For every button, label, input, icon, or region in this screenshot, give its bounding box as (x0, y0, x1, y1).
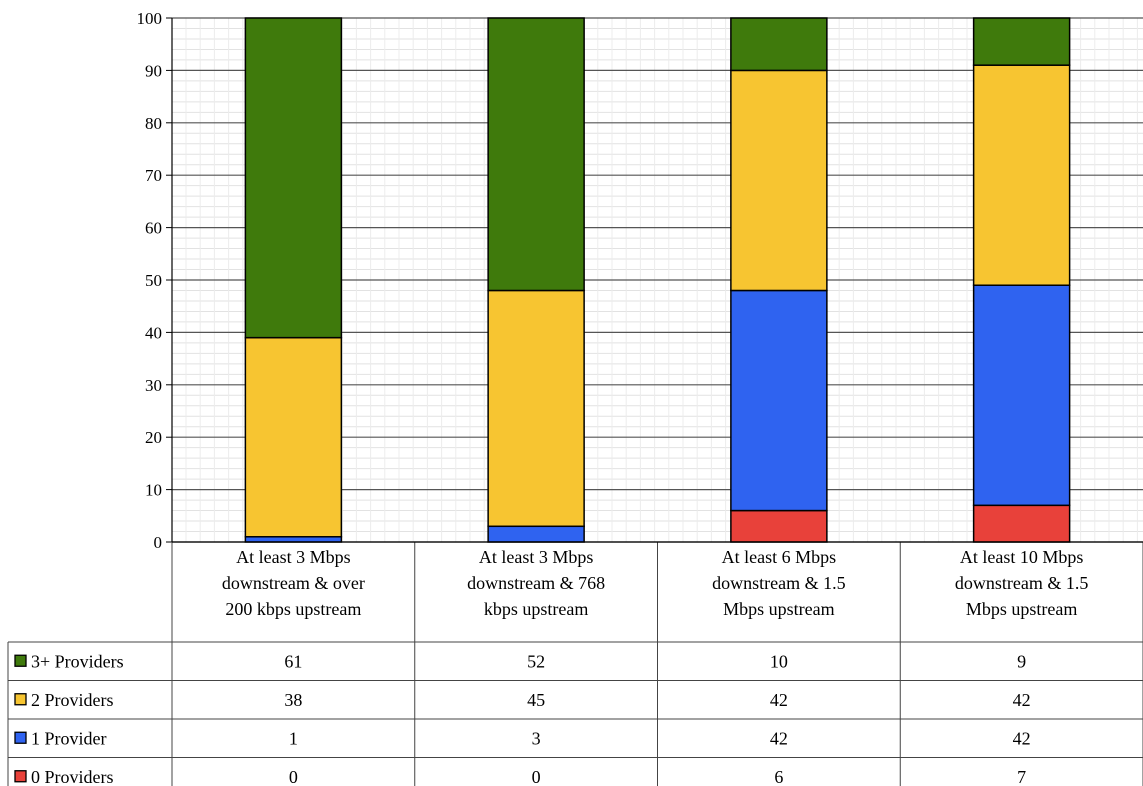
bar-segment (487, 17, 585, 292)
table-cell-value: 1 (289, 728, 298, 748)
table-cell-value: 42 (770, 728, 788, 748)
legend-label: 1 Provider (31, 728, 107, 748)
y-tick-label: 40 (145, 323, 162, 342)
bar-segment (730, 289, 828, 512)
x-category-label: downstream & over (222, 573, 365, 593)
x-category-label: downstream & 1.5 (955, 573, 1088, 593)
x-category-label: 200 kbps upstream (225, 599, 361, 619)
bar-segment (730, 69, 828, 292)
x-category-label: Mbps upstream (966, 599, 1078, 619)
table-cell-value: 42 (770, 690, 788, 710)
x-category-label: At least 3 Mbps (236, 547, 351, 567)
bar-segment (487, 289, 585, 528)
bars (244, 17, 1071, 543)
x-category-label: At least 10 Mbps (960, 547, 1084, 567)
table-cell-value: 10 (770, 651, 788, 671)
x-category-label: downstream & 768 (467, 573, 605, 593)
y-tick-label: 30 (145, 376, 162, 395)
table-cell-value: 42 (1013, 690, 1031, 710)
y-tick-label: 60 (145, 219, 162, 238)
y-tick-label: 10 (145, 481, 162, 500)
table-cell-value: 0 (289, 767, 298, 786)
legend-label: 0 Providers (31, 767, 114, 786)
bar-segment (730, 509, 828, 543)
table-cell-value: 0 (532, 767, 541, 786)
bar-segment (972, 504, 1071, 543)
y-tick-label: 70 (145, 166, 162, 185)
y-tick-label: 50 (145, 271, 162, 290)
x-category-label: kbps upstream (484, 599, 588, 619)
table-cell-value: 38 (284, 690, 302, 710)
table-cell-value: 45 (527, 690, 545, 710)
legend-label: 2 Providers (31, 690, 114, 710)
y-tick-label: 80 (145, 114, 162, 133)
x-category-label: Mbps upstream (723, 599, 835, 619)
data-table: At least 3 Mbps downstream & over 200 kbps… (7, 541, 1143, 786)
bar-segment (244, 536, 343, 543)
y-tick-label: 90 (145, 61, 162, 80)
x-category-label: At least 3 Mbps (479, 547, 594, 567)
legend-swatch (14, 693, 27, 706)
y-axis: 0 10 20 30 40 50 60 70 80 90 100 (137, 9, 173, 552)
x-category-label: downstream & 1.5 (712, 573, 845, 593)
table-cell-value: 61 (284, 651, 302, 671)
y-tick-label: 20 (145, 428, 162, 447)
bar-segment (487, 525, 585, 543)
table-cell-value: 7 (1017, 767, 1026, 786)
legend-swatch (14, 654, 27, 667)
table-cell-value: 42 (1013, 728, 1031, 748)
bar-segment (972, 284, 1071, 507)
legend-swatch (14, 770, 27, 783)
bar-segment (972, 64, 1071, 286)
y-tick-label: 0 (154, 533, 163, 552)
x-category-label: At least 6 Mbps (722, 547, 837, 567)
bar-segment (972, 17, 1071, 66)
table-cell-value: 9 (1017, 651, 1026, 671)
y-tick-label: 100 (137, 9, 163, 28)
table-cell-value: 3 (532, 728, 541, 748)
bar-segment (244, 336, 343, 538)
legend-label: 3+ Providers (31, 651, 124, 671)
table-cell-value: 6 (774, 767, 783, 786)
bar-segment (730, 17, 828, 72)
bar-segment (244, 17, 343, 339)
table-cell-value: 52 (527, 651, 545, 671)
legend-swatch (14, 731, 27, 744)
